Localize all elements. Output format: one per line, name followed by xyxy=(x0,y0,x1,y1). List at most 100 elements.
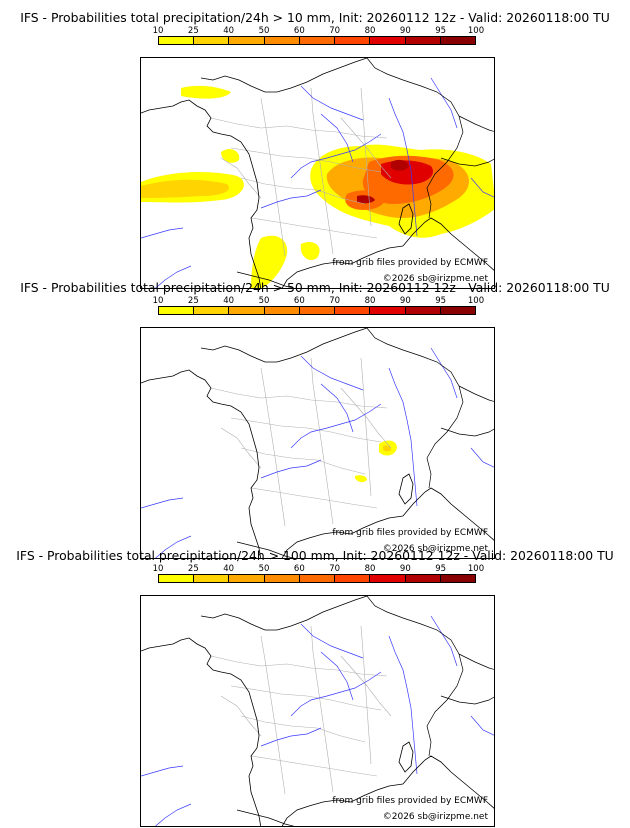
country-border xyxy=(366,328,464,489)
river xyxy=(260,459,322,479)
colorbar-swatch xyxy=(440,307,475,314)
river xyxy=(141,497,184,509)
department-boundary xyxy=(260,367,286,527)
colorbar-swatch xyxy=(229,575,265,582)
colorbar-tick-label: 40 xyxy=(223,564,235,574)
map-panel-10mm: IFS - Probabilities total precipitation/… xyxy=(0,10,630,289)
river xyxy=(155,803,192,826)
colorbar-swatch xyxy=(299,37,336,44)
corsica-coastline xyxy=(398,741,414,773)
colorbar-tick-label: 90 xyxy=(399,26,411,36)
colorbar-tick-label: 80 xyxy=(364,564,376,574)
river xyxy=(470,715,494,736)
river xyxy=(141,765,184,777)
river xyxy=(300,355,364,391)
department-boundary xyxy=(340,655,392,717)
river xyxy=(470,177,494,198)
colorbar-tick-label: 40 xyxy=(223,26,235,36)
probability-area xyxy=(181,85,231,99)
corsica-coastline xyxy=(398,473,414,505)
probability-area xyxy=(357,195,375,204)
colorbar-tick-label: 25 xyxy=(187,26,199,36)
department-boundary xyxy=(240,447,366,475)
department-boundary xyxy=(260,635,286,795)
map-canvas xyxy=(141,596,494,826)
country-border xyxy=(236,541,295,558)
department-boundary xyxy=(230,417,382,443)
colorbar-swatch xyxy=(264,307,300,314)
source-credit: from grib files provided by ECMWF xyxy=(332,528,488,538)
river xyxy=(430,77,458,129)
colorbar-tick-label: 25 xyxy=(187,296,199,306)
department-boundary xyxy=(220,427,262,469)
colorbar-tick-label: 10 xyxy=(152,296,164,306)
department-boundary xyxy=(230,685,382,711)
coastline xyxy=(200,328,368,363)
river xyxy=(388,635,418,775)
river xyxy=(155,265,192,288)
colorbar-swatch xyxy=(335,37,371,44)
river xyxy=(430,615,458,667)
colorbar-tick-label: 95 xyxy=(435,296,447,306)
source-credit: from grib files provided by ECMWF xyxy=(332,796,488,806)
probability-area xyxy=(391,159,409,171)
colorbar-swatch xyxy=(299,575,336,582)
colorbar-tick-label: 90 xyxy=(399,296,411,306)
department-boundary xyxy=(210,655,388,677)
river xyxy=(260,727,322,747)
department-boundary xyxy=(310,87,334,255)
colorbar-tick-label: 60 xyxy=(293,564,305,574)
department-boundary xyxy=(240,715,366,743)
river xyxy=(430,347,458,399)
colorbar-swatch xyxy=(405,307,441,314)
department-boundary xyxy=(310,625,334,793)
colorbar-tick-label: 60 xyxy=(293,26,305,36)
colorbar xyxy=(158,36,476,45)
panel-title: IFS - Probabilities total precipitation/… xyxy=(16,548,614,563)
colorbar-swatch xyxy=(299,307,336,314)
colorbar-swatch xyxy=(370,575,406,582)
probability-area xyxy=(221,149,240,163)
country-border xyxy=(458,115,494,132)
department-boundary xyxy=(310,357,334,525)
colorbar-swatch xyxy=(405,575,441,582)
coastline xyxy=(281,515,404,558)
copyright-credit: ©2026 sb@irizpme.net xyxy=(382,812,488,822)
colorbar-tick-label: 40 xyxy=(223,296,235,306)
colorbar-swatch xyxy=(194,37,230,44)
department-boundary xyxy=(360,357,372,497)
department-boundary xyxy=(210,117,388,139)
colorbar-tick-label: 70 xyxy=(329,296,341,306)
colorbar-tick-label: 80 xyxy=(364,26,376,36)
river xyxy=(320,383,354,433)
colorbar xyxy=(158,306,476,315)
colorbar-tick-label: 60 xyxy=(293,296,305,306)
colorbar-tick-label: 50 xyxy=(258,296,270,306)
probability-area xyxy=(383,445,391,452)
country-border xyxy=(440,157,494,167)
department-boundary xyxy=(220,157,262,199)
country-border xyxy=(458,385,494,402)
colorbar-tick-label: 10 xyxy=(152,564,164,574)
colorbar-swatch xyxy=(335,575,371,582)
department-boundary xyxy=(250,755,378,777)
colorbar-swatch xyxy=(440,575,475,582)
colorbar-tick-label: 25 xyxy=(187,564,199,574)
probability-area xyxy=(300,241,320,261)
coastline xyxy=(141,637,262,826)
map-france-100mm: from grib files provided by ECMWF ©2026 … xyxy=(140,595,495,827)
colorbar-swatch xyxy=(194,307,230,314)
colorbar-tick-label: 10 xyxy=(152,26,164,36)
department-boundary xyxy=(220,695,262,737)
river xyxy=(388,367,418,507)
coastline xyxy=(402,755,494,809)
river xyxy=(290,671,382,717)
colorbar-swatch xyxy=(405,37,441,44)
river xyxy=(260,189,322,209)
river xyxy=(320,651,354,701)
copyright-credit: ©2026 sb@irizpme.net xyxy=(382,274,488,284)
department-boundary xyxy=(240,177,366,205)
coastline xyxy=(281,783,404,826)
colorbar-swatch xyxy=(229,37,265,44)
river xyxy=(320,113,354,163)
